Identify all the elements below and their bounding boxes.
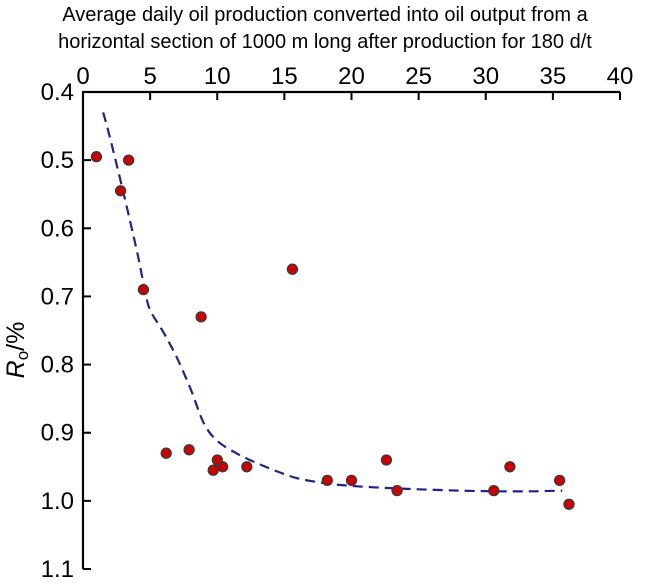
x-axis-tick-label: 10 (204, 63, 231, 90)
y-axis-tick-label: 0.8 (41, 352, 74, 379)
data-point (563, 498, 575, 510)
x-axis-tick-label: 5 (143, 63, 156, 90)
data-point (553, 474, 566, 487)
y-axis-tick-label: 0.7 (41, 283, 74, 310)
data-point (241, 461, 253, 473)
y-axis-tick-label: 0.4 (41, 79, 74, 106)
chart-title-line-2: horizontal section of 1000 m long after … (58, 31, 592, 53)
data-point (114, 185, 127, 197)
x-axis-tick-label: 25 (405, 63, 432, 90)
y-axis-title-symbol: R (2, 360, 30, 378)
data-point (504, 461, 516, 473)
data-point (391, 484, 403, 497)
y-axis-tick-label: 0.6 (41, 215, 74, 242)
x-axis-tick-label: 15 (271, 63, 298, 90)
x-axis-tick-label: 40 (607, 63, 634, 90)
y-axis-tick-label: 1.0 (41, 488, 74, 515)
data-point (216, 461, 229, 473)
data-point (488, 484, 500, 497)
data-point (321, 474, 333, 487)
data-point (183, 444, 195, 456)
x-axis-tick-label: 0 (76, 63, 89, 90)
data-point (286, 263, 299, 275)
data-point (137, 283, 150, 296)
x-axis-tick-label: 30 (472, 63, 499, 90)
y-axis-title: Ro/% (2, 322, 32, 379)
x-axis-tick-label: 35 (540, 63, 567, 90)
data-point (195, 311, 207, 323)
data-point (380, 454, 393, 466)
y-axis-title-units: /% (2, 322, 30, 351)
trend-curve-dashed (102, 112, 563, 493)
data-point (122, 154, 135, 166)
chart-title: Average daily oil production converted i… (0, 2, 650, 56)
data-point (207, 464, 219, 476)
data-point (90, 151, 103, 163)
chart-title-line-1: Average daily oil production converted i… (62, 4, 588, 26)
y-axis-tick-label: 1.1 (41, 556, 74, 583)
y-axis-tick-label: 0.9 (41, 420, 74, 447)
y-axis-title-subscript: o (13, 351, 32, 360)
y-axis-tick-label: 0.5 (41, 147, 74, 174)
data-point (345, 474, 358, 487)
x-axis-tick-label: 20 (338, 63, 365, 90)
data-point (160, 447, 172, 459)
